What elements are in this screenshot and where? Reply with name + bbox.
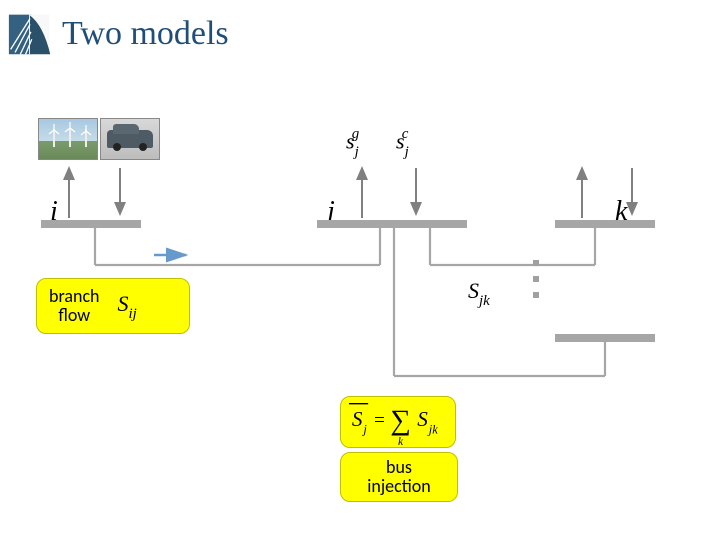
busbar-m (555, 334, 655, 342)
network-diagram (0, 0, 720, 540)
busbar-k (555, 220, 655, 228)
busbar-j (317, 220, 467, 228)
busbar-i (41, 220, 141, 228)
